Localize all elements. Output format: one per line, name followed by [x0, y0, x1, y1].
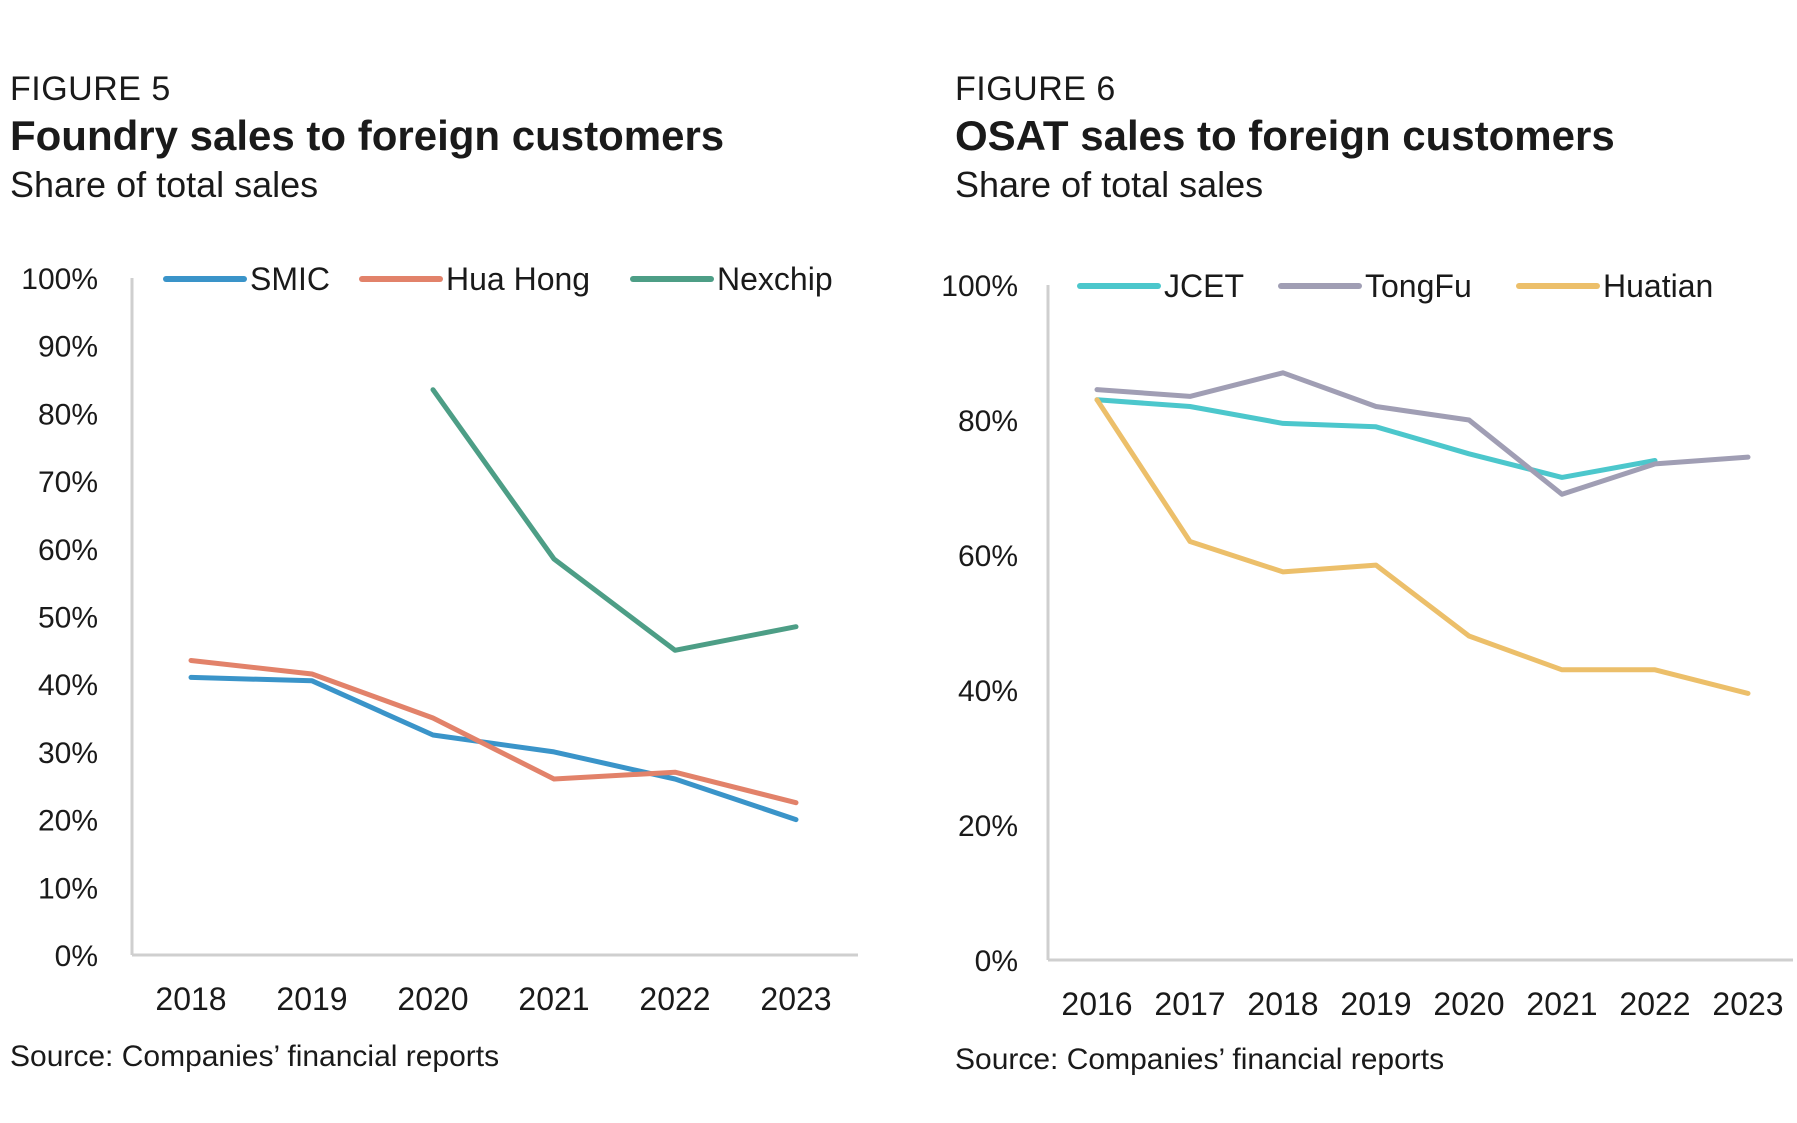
series-line-hua-hong [188, 658, 799, 806]
series-line-tongfu [1094, 370, 1751, 497]
x-tick-label: 2018 [1247, 986, 1318, 1022]
y-tick-label: 80% [38, 398, 98, 431]
y-tick-label: 100% [941, 270, 1018, 303]
series-line-nexchip [430, 387, 799, 653]
y-tick-label: 80% [958, 405, 1018, 438]
x-tick-label: 2019 [1340, 986, 1411, 1022]
figure-5-panel: FIGURE 5 Foundry sales to foreign custom… [10, 70, 858, 1073]
x-tick-label: 2018 [155, 981, 226, 1017]
x-tick-label: 2020 [1433, 986, 1504, 1022]
legend-label: Huatian [1603, 268, 1713, 304]
x-tick-label: 2023 [760, 981, 831, 1017]
y-tick-label: 10% [38, 872, 98, 905]
osat-line-chart: 0% 20% 40% 60% 80% 100% 2016 2017 2018 2019 2020 20… [941, 268, 1793, 1022]
y-tick-label: 60% [958, 540, 1018, 573]
figure-6-panel: FIGURE 6 OSAT sales to foreign customers… [941, 0, 1797, 1123]
legend-label: SMIC [250, 261, 330, 297]
y-tick-label: 100% [21, 263, 98, 296]
y-tick-label: 40% [958, 675, 1018, 708]
chart-subtitle: Share of total sales [10, 164, 319, 205]
y-tick-label: 90% [38, 331, 98, 364]
figure-label: FIGURE 6 [955, 70, 1116, 108]
series-line-huatian [1094, 397, 1751, 696]
chart-subtitle: Share of total sales [955, 164, 1264, 205]
x-tick-label: 2022 [639, 981, 710, 1017]
y-tick-label: 20% [38, 805, 98, 838]
legend-label: JCET [1164, 268, 1244, 304]
chart-title: OSAT sales to foreign customers [955, 112, 1615, 159]
source-note: Source: Companies’ financial reports [955, 1043, 1445, 1076]
x-tick-label: 2016 [1061, 986, 1132, 1022]
foundry-line-chart: 0% 10% 20% 30% 40% 50% 60% 70% 80% 90% 100% 2018 201… [21, 261, 858, 1017]
y-tick-label: 40% [38, 669, 98, 702]
legend-label: Hua Hong [446, 261, 590, 297]
y-tick-label: 20% [958, 810, 1018, 843]
x-tick-label: 2020 [397, 981, 468, 1017]
y-tick-label: 0% [55, 940, 98, 973]
source-note: Source: Companies’ financial reports [10, 1040, 500, 1073]
y-tick-label: 50% [38, 602, 98, 635]
x-tick-label: 2021 [1526, 986, 1597, 1022]
y-tick-label: 60% [38, 534, 98, 567]
legend-label: Nexchip [717, 261, 833, 297]
y-tick-label: 0% [975, 945, 1018, 978]
x-tick-label: 2017 [1154, 986, 1225, 1022]
y-tick-label: 70% [38, 466, 98, 499]
x-tick-label: 2019 [276, 981, 347, 1017]
legend-label: TongFu [1365, 268, 1472, 304]
y-tick-label: 30% [38, 737, 98, 770]
series-line-smic [188, 674, 799, 823]
x-tick-label: 2021 [518, 981, 589, 1017]
x-tick-label: 2023 [1712, 986, 1783, 1022]
chart-title: Foundry sales to foreign customers [10, 112, 725, 159]
figure-label: FIGURE 5 [10, 70, 171, 108]
series-line-jcet [1094, 397, 1658, 480]
x-tick-label: 2022 [1619, 986, 1690, 1022]
